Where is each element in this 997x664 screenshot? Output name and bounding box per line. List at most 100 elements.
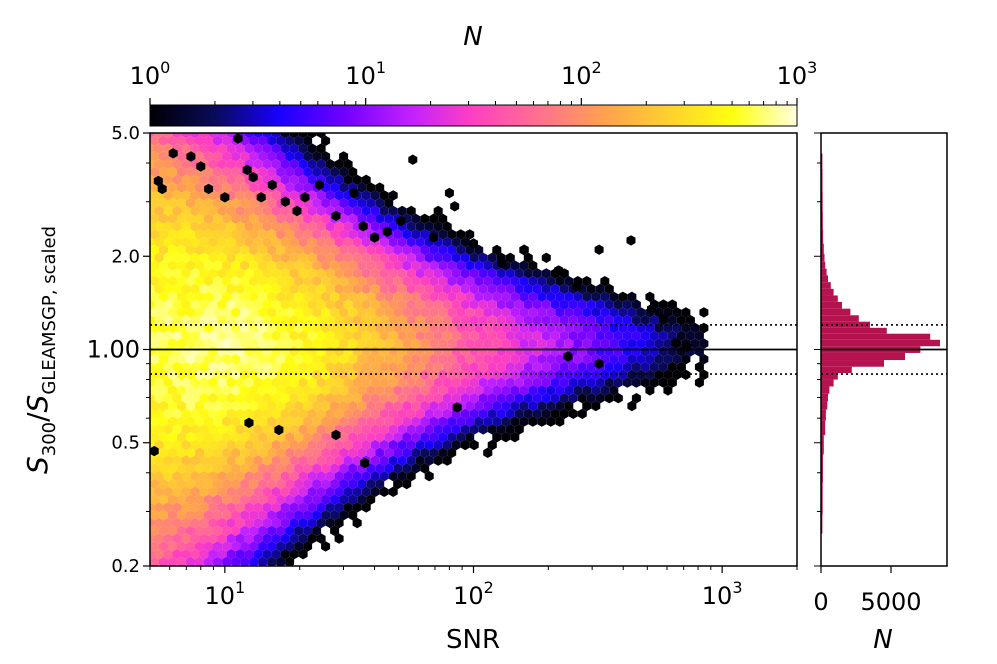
- hexbin-cell: [388, 315, 398, 326]
- hexbin-cell: [429, 338, 439, 349]
- hexbin-cell: [537, 385, 547, 396]
- hexbin-cell: [208, 221, 218, 232]
- hexbin-cell: [460, 268, 470, 279]
- hexbin-cell: [253, 393, 263, 404]
- hexbin-cell: [600, 291, 610, 302]
- hexbin-cell: [253, 533, 263, 544]
- hexbin-cell: [469, 299, 479, 310]
- hexbin-cell: [510, 322, 520, 334]
- hexbin-cell: [528, 260, 538, 271]
- hexbin-cell: [388, 424, 398, 435]
- hexbin-cell: [208, 408, 218, 419]
- hexbin-cell: [199, 517, 209, 529]
- hexbin-cell: [361, 252, 371, 263]
- hexbin-cell: [163, 221, 173, 232]
- hexbin-cell: [330, 354, 340, 365]
- hexbin-cell: [186, 198, 195, 209]
- hexbin-cell: [195, 135, 204, 146]
- hexbin-cell: [181, 486, 191, 497]
- hexbin-cell: [348, 244, 358, 256]
- hexbin-cell: [276, 354, 286, 365]
- hexbin-cell: [370, 471, 380, 482]
- hexbin-cell: [262, 268, 272, 279]
- hexbin-cell: [253, 377, 263, 388]
- hexbin-cell: [262, 439, 272, 451]
- hexbin-cell: [321, 135, 331, 146]
- hexbin-cell: [519, 338, 529, 349]
- hexbin-cell: [474, 369, 484, 380]
- hexbin-cell: [352, 471, 362, 482]
- hexbin-cell: [181, 361, 191, 373]
- hexbin-cell: [379, 439, 389, 451]
- hexbin-cell: [267, 213, 277, 224]
- hexbin-cell: [541, 299, 551, 310]
- hexbin-cell: [582, 400, 592, 412]
- hexbin-cell: [213, 260, 223, 271]
- hexbin-cell: [294, 244, 304, 256]
- hexbin-cell: [564, 369, 574, 380]
- hexbin-cell: [231, 463, 241, 474]
- hexbin-cell: [204, 556, 213, 566]
- hexbin-cell: [343, 486, 353, 497]
- hexbin-cell: [150, 385, 159, 396]
- hexbin-cell: [411, 400, 421, 412]
- hexbin-cell: [154, 283, 164, 295]
- hexbin-cell: [150, 151, 159, 162]
- hexbin-cell: [190, 268, 200, 279]
- hexbin-cell: [312, 510, 322, 521]
- hexbin-cell: [253, 549, 263, 560]
- hexbin-cell: [334, 268, 344, 279]
- hexbin-outlier: [594, 358, 604, 369]
- hexbin-cell: [672, 354, 682, 365]
- hexbin-cell: [361, 237, 371, 248]
- hexbin-cell: [222, 432, 232, 443]
- hexbin-cell: [294, 447, 304, 458]
- hexbin-cell: [420, 307, 430, 318]
- hexbin-cell: [361, 174, 371, 185]
- hexbin-cell: [163, 408, 173, 419]
- hexbin-cell: [244, 190, 254, 201]
- hexbin-cell: [514, 315, 524, 326]
- hexbin-cell: [397, 237, 407, 248]
- hexbin-cell: [447, 307, 457, 318]
- hexbin-cell: [559, 283, 569, 295]
- hexbin-cell: [415, 393, 425, 404]
- hexbin-cell: [348, 416, 358, 427]
- histogram-bar: [821, 229, 824, 244]
- hexbin-cell: [163, 190, 173, 201]
- hexbin-cell: [307, 315, 317, 326]
- hexbin-cell: [325, 330, 335, 341]
- hexbin-cell: [325, 486, 335, 497]
- hexbin-cell: [415, 424, 425, 435]
- hexbin-cell: [415, 455, 425, 466]
- hexbin-cell: [217, 486, 227, 497]
- hexbin-cell: [564, 400, 574, 412]
- hexbin-cell: [208, 299, 218, 310]
- hexbin-cell: [199, 549, 209, 560]
- hexbin-cell: [366, 400, 376, 412]
- hexbin-cell: [154, 159, 164, 170]
- hexbin-cell: [186, 354, 195, 365]
- hexbin-cell: [240, 494, 250, 505]
- hexbin-cell: [505, 377, 515, 388]
- hexbin-cell: [298, 268, 308, 279]
- hexbin-outlier: [450, 201, 460, 212]
- hexbin-cell: [330, 478, 340, 490]
- hexbin-cell: [438, 385, 448, 396]
- hexbin-cell: [528, 400, 538, 412]
- hexbin-cell: [343, 283, 353, 295]
- hexbin-cell: [190, 174, 200, 185]
- hexbin-cell: [267, 525, 277, 536]
- hexbin-cell: [334, 315, 344, 326]
- hexbin-cell: [514, 283, 524, 295]
- hexbin-cell: [321, 260, 331, 271]
- hexbin-cell: [172, 299, 182, 310]
- hexbin-cell: [483, 354, 493, 365]
- hexbin-cell: [213, 229, 223, 240]
- hexbin-cell: [195, 478, 204, 490]
- hexbin-cell: [199, 237, 209, 248]
- hexbin-cell: [240, 385, 250, 396]
- hexbin-outlier: [153, 175, 163, 187]
- hexbin-cell: [397, 361, 407, 373]
- hexbin-cell: [316, 471, 326, 482]
